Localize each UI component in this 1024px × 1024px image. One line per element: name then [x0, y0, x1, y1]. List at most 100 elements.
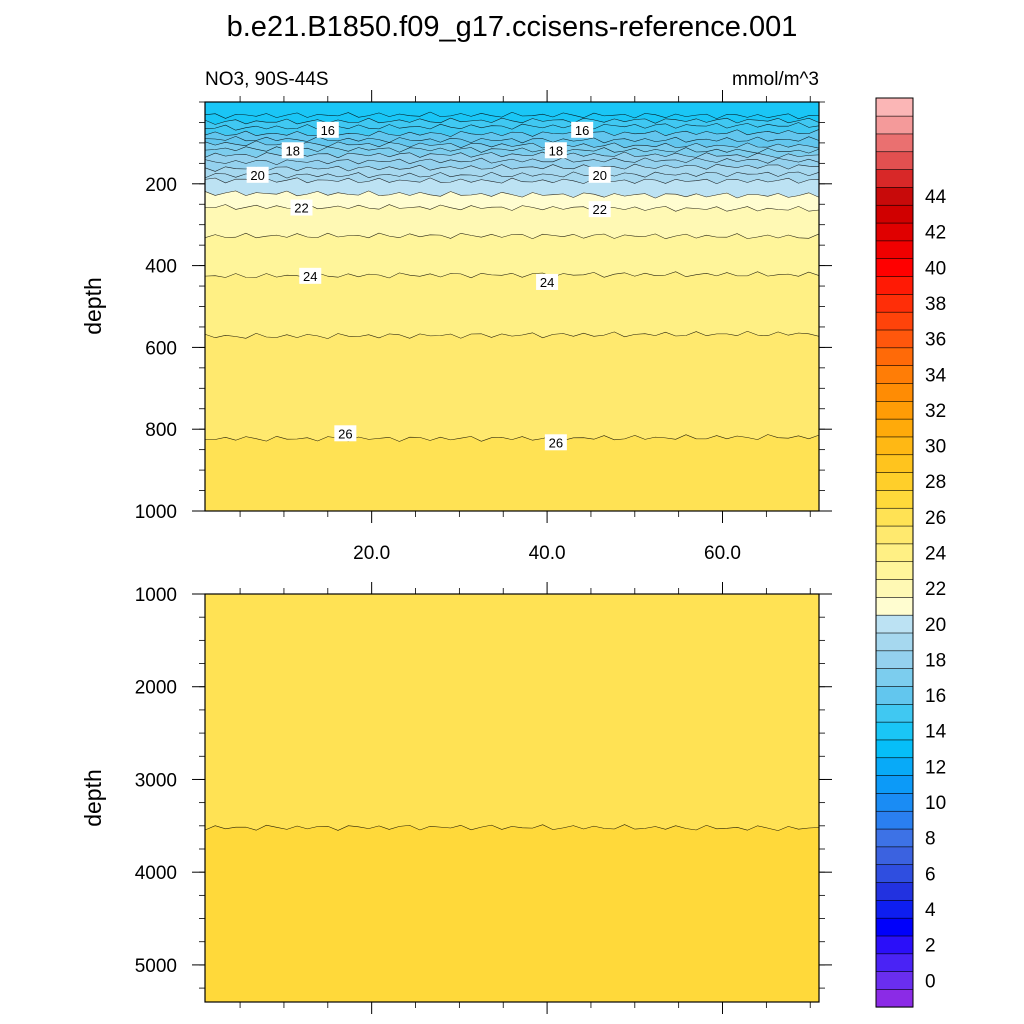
- contour-label-text: 20: [250, 168, 264, 183]
- colorbar-tick-label: 32: [925, 401, 946, 422]
- colorbar-tick-label: 40: [925, 258, 946, 279]
- colorbar-swatch: [875, 543, 914, 563]
- colorbar-swatch: [875, 668, 914, 687]
- colorbar-tick-label: 2: [925, 936, 936, 957]
- contour-line: [205, 232, 819, 239]
- contour-label-box: [334, 425, 357, 442]
- contour-label-box: [316, 121, 339, 138]
- units-label: mmol/m^3: [732, 69, 819, 90]
- contour-fill-band: [205, 330, 819, 442]
- contour-line: [205, 122, 819, 131]
- colorbar-tick-label: 30: [925, 437, 946, 458]
- colorbar-swatch: [875, 774, 914, 794]
- colorbar-swatch: [875, 418, 914, 438]
- lower-axis-ticks: 1000 2000 3000 4000 5000: [135, 582, 832, 1014]
- colorbar-swatch: [875, 115, 914, 135]
- contour-fill-band: [205, 434, 819, 511]
- contour-line: [205, 140, 819, 149]
- colorbar-swatch: [875, 365, 914, 384]
- variable-region-label: NO3, 90S-44S: [205, 69, 329, 90]
- contour-label: 26: [544, 434, 567, 451]
- contour-label-box: [536, 273, 559, 290]
- colorbar-tick-label: 6: [925, 864, 936, 885]
- colorbar-swatch: [875, 828, 914, 848]
- colorbar-swatch: [875, 329, 914, 349]
- colorbar-swatch: [875, 258, 914, 277]
- contour-label: 16: [571, 121, 594, 138]
- colorbar-swatch: [875, 632, 914, 652]
- colorbar-tick-label: 12: [925, 757, 946, 778]
- colorbar-swatch: [875, 935, 914, 955]
- colorbar-swatch: [875, 561, 914, 580]
- colorbar-tick-label: 14: [925, 722, 947, 743]
- colorbar-swatch: [875, 311, 914, 331]
- contour-fill-band: [205, 594, 819, 831]
- colorbar-tick-label: 22: [925, 579, 946, 600]
- colorbar-swatch: [875, 596, 914, 616]
- contour-label-text: 26: [338, 426, 352, 441]
- colorbar-tick-label: 24: [925, 544, 947, 565]
- y-tick-label: 600: [145, 338, 177, 359]
- contour-label-box: [299, 267, 322, 284]
- chart-title: b.e21.B1850.f09_g17.ccisens-reference.00…: [227, 11, 798, 43]
- colorbar-swatch: [875, 578, 914, 598]
- colorbar-swatch: [875, 382, 914, 402]
- colorbar-tick-label: 38: [925, 294, 946, 315]
- colorbar-swatch: [875, 650, 914, 669]
- colorbar-swatch: [875, 899, 914, 919]
- colorbar-tick-label: 36: [925, 330, 946, 351]
- colorbar-swatch: [875, 685, 914, 705]
- colorbar-swatch: [875, 792, 914, 812]
- colorbar-swatch: [875, 97, 914, 117]
- y-tick-label: 5000: [135, 956, 177, 977]
- contour-line: [205, 111, 819, 120]
- colorbar-swatch: [875, 275, 914, 295]
- contour-line: [205, 190, 819, 199]
- lower-y-axis-label: depth: [80, 769, 106, 827]
- x-tick-label: 40.0: [529, 543, 566, 564]
- y-tick-label: 800: [145, 420, 177, 441]
- x-tick-label: 20.0: [353, 543, 390, 564]
- colorbar-tick-label: 18: [925, 650, 946, 671]
- colorbar-swatch: [875, 507, 914, 527]
- colorbar-swatch: [875, 810, 914, 830]
- colorbar-swatch: [875, 400, 914, 420]
- x-tick-label: 60.0: [704, 543, 741, 564]
- colorbar-tick-label: 0: [925, 971, 936, 992]
- colorbar-swatch: [875, 240, 914, 260]
- lower-contour-lines: [205, 824, 819, 831]
- contour-label-text: 16: [575, 123, 589, 138]
- contour-label-box: [290, 199, 313, 216]
- y-tick-label: 4000: [135, 863, 177, 884]
- colorbar-swatch: [875, 881, 914, 901]
- y-tick-label: 200: [145, 175, 177, 196]
- colorbar-swatch: [875, 489, 914, 509]
- contour-line: [205, 157, 819, 165]
- y-tick-label: 1000: [135, 585, 177, 606]
- lower-depth-panel: 1000 2000 3000 4000 5000: [135, 582, 832, 1014]
- contour-line: [205, 434, 819, 442]
- colorbar-swatch: [875, 436, 914, 456]
- colorbar-tick-label: 44: [925, 187, 947, 208]
- colorbar-tick-label: 4: [925, 900, 936, 921]
- y-tick-label: 1000: [135, 502, 177, 523]
- colorbar-swatch: [875, 721, 914, 741]
- lower-contour-fills: [205, 594, 819, 1002]
- contour-label: 20: [246, 166, 269, 183]
- colorbar-tick-label: 16: [925, 686, 946, 707]
- upper-contour-fills: [205, 102, 819, 511]
- contour-label: 18: [281, 142, 304, 159]
- colorbar-swatch: [875, 186, 914, 206]
- contour-label-text: 22: [592, 202, 606, 217]
- contour-label-text: 24: [303, 269, 317, 284]
- colorbar-swatch: [875, 222, 914, 242]
- colorbar-swatch: [875, 917, 914, 937]
- colorbar-swatch: [875, 988, 914, 1008]
- y-tick-label: 2000: [135, 678, 177, 699]
- colorbar-swatch: [875, 133, 914, 153]
- colorbar-tick-label: 20: [925, 615, 946, 636]
- contour-label-box: [544, 434, 567, 451]
- colorbar-tick-label: 10: [925, 793, 946, 814]
- colorbar-tick-label: 26: [925, 508, 946, 529]
